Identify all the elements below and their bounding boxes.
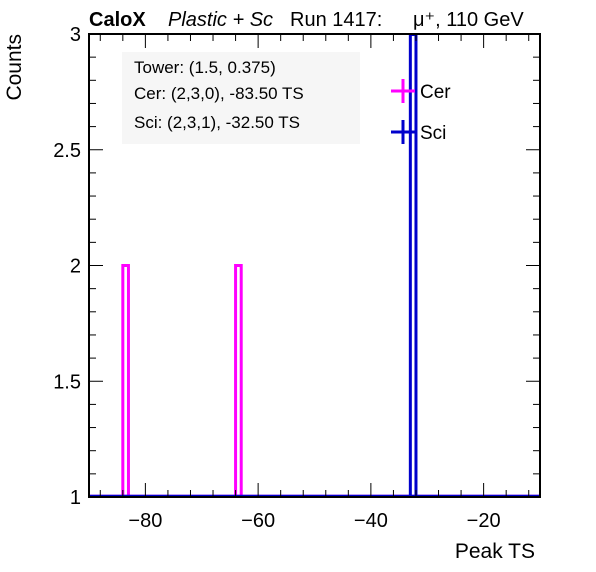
- info-tower: Tower: (1.5, 0.375): [134, 58, 276, 77]
- legend-label-cer: Cer: [420, 82, 451, 103]
- brand-title: CaloX: [89, 9, 146, 31]
- x-tick-label: −40: [354, 510, 388, 532]
- y-tick-label: 2: [70, 256, 81, 278]
- y-tick-label: 2.5: [53, 140, 81, 162]
- beam-label: μ⁺, 110 GeV: [413, 9, 524, 31]
- y-tick-label: 3: [70, 24, 81, 46]
- legend-label-sci: Sci: [420, 123, 446, 144]
- y-tick-label: 1: [70, 487, 81, 509]
- x-tick-label: −80: [128, 510, 162, 532]
- info-cer: Cer: (2,3,0), -83.50 TS: [134, 84, 304, 103]
- x-tick-label: −20: [467, 510, 501, 532]
- x-axis-title: Peak TS: [455, 540, 535, 563]
- bar-sci-0: [408, 33, 418, 497]
- info-sci: Sci: (2,3,1), -32.50 TS: [134, 113, 300, 132]
- plot-axes: −80 −60 −40 −20 1 1.5 2 2.5 3: [53, 24, 541, 532]
- legend: Cer Sci: [391, 79, 451, 144]
- run-label: Run 1417:: [290, 9, 382, 31]
- bar-cer-1: [234, 264, 243, 497]
- info-box: [122, 52, 360, 144]
- bar-cer-0: [121, 264, 130, 497]
- x-tick-label: −60: [241, 510, 275, 532]
- y-axis-title: Counts: [3, 34, 26, 101]
- material-label: Plastic + Sc: [168, 9, 273, 31]
- y-tick-label: 1.5: [53, 371, 81, 393]
